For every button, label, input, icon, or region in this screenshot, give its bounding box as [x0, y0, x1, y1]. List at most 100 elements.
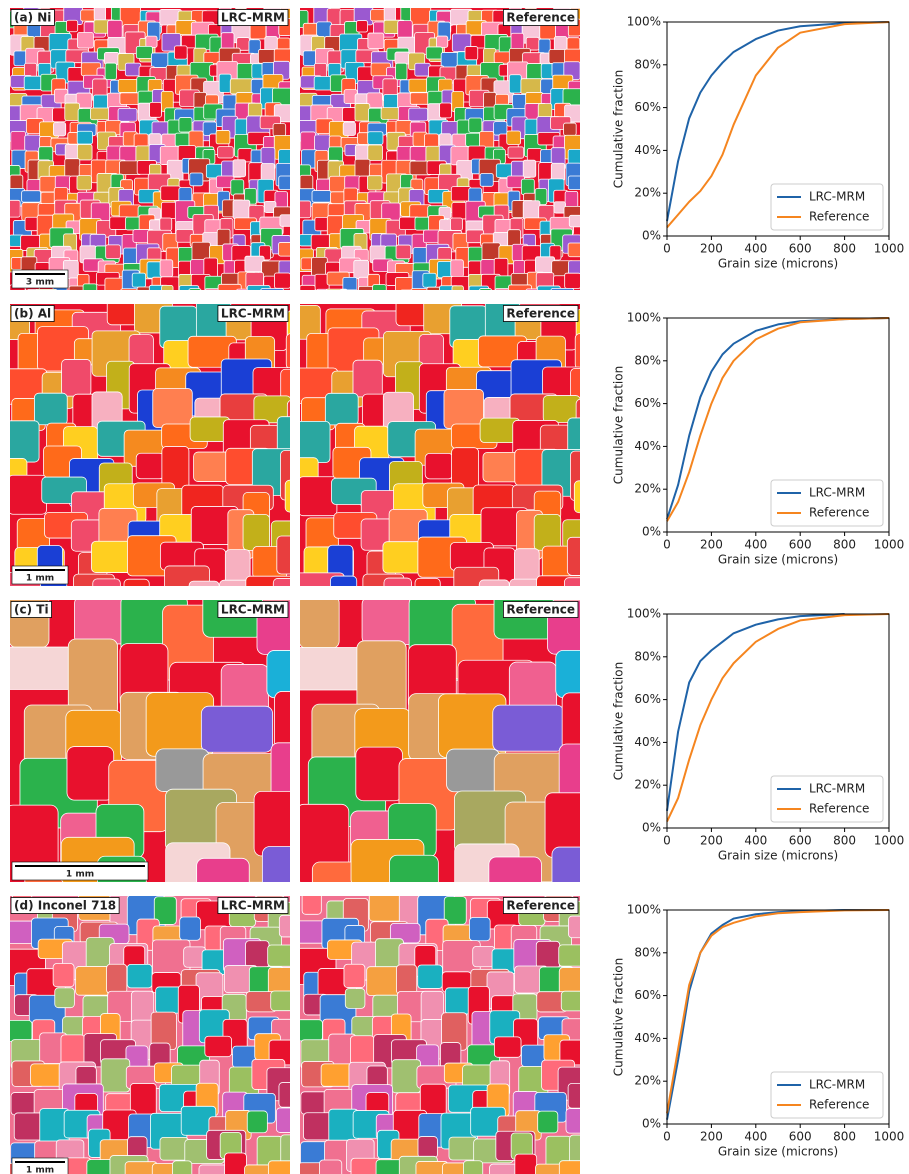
grain — [280, 215, 299, 227]
grain — [574, 481, 598, 513]
grain — [569, 215, 588, 227]
x-tick-label: 200 — [700, 834, 723, 848]
grain — [55, 988, 75, 1008]
grain — [53, 123, 65, 136]
grain — [356, 747, 403, 801]
grain — [345, 176, 361, 189]
image-label: Reference — [506, 603, 575, 617]
y-tick-label: 80% — [634, 353, 661, 367]
grain — [368, 33, 384, 49]
grains — [6, 4, 300, 313]
y-tick-label: 40% — [634, 439, 661, 453]
grain — [218, 284, 241, 299]
grain — [426, 47, 442, 59]
grain — [246, 941, 269, 968]
grain — [161, 186, 181, 200]
grain — [300, 285, 315, 305]
scale-bar-label: 3 mm — [26, 278, 54, 288]
grain — [279, 176, 300, 190]
grain — [174, 46, 187, 59]
grain — [495, 289, 514, 301]
micrograph — [297, 5, 590, 313]
legend-label: LRC-MRM — [809, 486, 865, 500]
grain — [77, 32, 93, 48]
grain — [568, 176, 589, 190]
legend-label: Reference — [809, 506, 869, 520]
x-tick-label: 0 — [663, 1130, 671, 1144]
grain — [136, 453, 164, 479]
grain — [566, 1109, 600, 1134]
y-tick-label: 80% — [634, 57, 661, 71]
grain — [302, 891, 321, 915]
grain — [559, 945, 593, 966]
grain — [233, 160, 246, 177]
grain — [231, 180, 244, 196]
grain — [83, 284, 97, 298]
grain — [261, 288, 284, 300]
legend-label: LRC-MRM — [809, 1078, 865, 1092]
grain — [515, 1154, 537, 1174]
grain — [233, 200, 250, 219]
grain — [415, 63, 430, 76]
grain — [7, 200, 20, 217]
grain — [4, 421, 39, 462]
micrograph — [292, 591, 635, 936]
image-label: (b) Al — [14, 307, 51, 321]
micrograph — [1, 590, 348, 938]
grain — [451, 218, 463, 230]
x-tick-label: 1000 — [874, 242, 905, 256]
grain — [121, 289, 138, 305]
x-tick-label: 800 — [833, 834, 856, 848]
grain — [568, 1083, 591, 1108]
grain — [396, 245, 411, 259]
grain — [551, 288, 574, 300]
y-tick-label: 60% — [634, 100, 661, 114]
grain — [564, 123, 577, 135]
grain — [247, 1111, 267, 1133]
grain — [425, 453, 453, 479]
grain — [396, 965, 416, 994]
grain — [279, 1083, 302, 1108]
grain — [295, 421, 330, 462]
y-tick-label: 0% — [642, 525, 661, 539]
y-tick-label: 80% — [634, 649, 661, 663]
grain — [1, 647, 75, 689]
grain — [437, 36, 448, 47]
y-tick-label: 0% — [642, 229, 661, 243]
x-tick-label: 400 — [744, 242, 767, 256]
grain — [418, 1137, 437, 1158]
x-tick-label: 0 — [663, 834, 671, 848]
grain — [465, 47, 478, 60]
grain — [107, 964, 127, 993]
grain — [65, 103, 80, 120]
y-tick-label: 100% — [627, 903, 661, 917]
grain — [368, 132, 383, 145]
grain — [180, 917, 201, 940]
grain — [203, 122, 216, 135]
y-tick-label: 20% — [634, 186, 661, 200]
grain — [268, 945, 302, 966]
grain — [508, 285, 531, 300]
grain — [125, 63, 140, 76]
grain — [384, 5, 395, 21]
grain — [150, 102, 162, 117]
grain — [315, 135, 330, 151]
grain — [452, 286, 463, 299]
grain — [68, 639, 117, 716]
grain — [463, 1161, 482, 1174]
image-label: Reference — [506, 11, 575, 25]
grain — [25, 135, 40, 151]
y-axis-label: Cumulative fraction — [612, 662, 626, 780]
grain — [236, 289, 259, 301]
x-tick-label: 400 — [744, 834, 767, 848]
grain — [118, 109, 137, 122]
x-axis-label: Grain size (microns) — [718, 849, 838, 863]
x-tick-label: 800 — [833, 538, 856, 552]
image-label: LRC-MRM — [221, 603, 285, 617]
grain — [106, 245, 121, 259]
grain — [146, 36, 157, 47]
grain — [373, 285, 387, 299]
grain — [77, 144, 92, 159]
grain — [194, 452, 231, 481]
grain — [451, 187, 471, 201]
